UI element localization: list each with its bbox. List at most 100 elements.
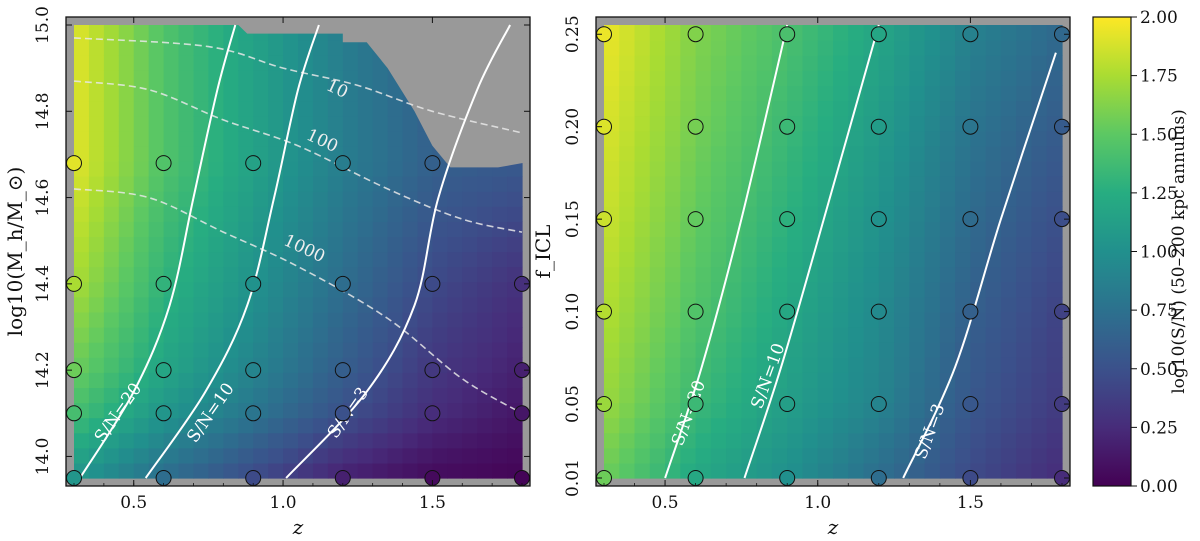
heatmap-cell	[1016, 432, 1033, 449]
heatmap-cell	[298, 100, 314, 117]
heatmap-cell	[1016, 115, 1033, 132]
heatmap-cell	[372, 342, 389, 358]
heatmap-cell	[238, 221, 254, 237]
heatmap-cell	[402, 236, 419, 253]
heatmap-cell	[432, 387, 448, 404]
heatmap-cell	[357, 236, 374, 253]
heatmap-cell	[985, 311, 1002, 328]
heatmap-cell	[802, 100, 819, 117]
heatmap-cell	[133, 55, 150, 71]
heatmap-cell	[507, 236, 523, 253]
heatmap-cell	[955, 432, 971, 449]
heatmap-cell	[634, 387, 651, 404]
heatmap-cell	[848, 176, 865, 192]
heatmap-cell	[741, 372, 758, 388]
heatmap-cell	[283, 402, 299, 419]
heatmap-cell	[909, 417, 926, 434]
heatmap-cell	[327, 221, 344, 237]
heatmap-cell	[726, 115, 742, 132]
heatmap-cell	[741, 130, 758, 147]
heatmap-cell	[924, 372, 941, 388]
heatmap-cell	[327, 432, 344, 449]
heatmap-cell	[283, 342, 299, 358]
heatmap-cell	[118, 206, 135, 222]
heatmap-cell	[817, 447, 834, 464]
heatmap-cell	[833, 462, 849, 479]
heatmap-cell	[74, 176, 90, 192]
heatmap-cell	[402, 372, 419, 388]
heatmap-cell	[387, 462, 404, 479]
heatmap-cell	[118, 85, 135, 102]
heatmap-cell	[208, 417, 224, 434]
heatmap-cell	[253, 387, 269, 404]
heatmap-cell	[298, 432, 314, 449]
heatmap-cell	[680, 176, 697, 192]
heatmap-cell	[342, 85, 359, 102]
heatmap-cell	[924, 402, 941, 419]
heatmap-cell	[74, 55, 90, 71]
heatmap-cell	[848, 25, 865, 41]
heatmap-cell	[507, 176, 523, 192]
heatmap-cell	[1000, 342, 1017, 358]
colorbar-tick-label: 1.25	[1140, 184, 1178, 204]
heatmap-cell	[909, 145, 926, 162]
heatmap-cell	[88, 462, 105, 479]
heatmap-cell	[283, 266, 299, 283]
heatmap-cell	[88, 115, 105, 132]
heatmap-cell	[103, 402, 120, 419]
heatmap-cell	[970, 40, 987, 56]
heatmap-cell	[372, 145, 389, 162]
heatmap-cell	[665, 40, 681, 56]
heatmap-cell	[298, 160, 314, 177]
heatmap-cell	[283, 85, 299, 102]
heatmap-cell	[741, 327, 758, 343]
heatmap-cell	[756, 191, 773, 207]
heatmap-cell	[833, 402, 849, 419]
heatmap-cell	[1031, 281, 1048, 298]
heatmap-cell	[103, 25, 120, 41]
heatmap-cell	[1046, 191, 1063, 207]
heatmap-cell	[133, 402, 150, 419]
y-tick-label: 14.4	[33, 265, 53, 303]
heatmap-cell	[771, 40, 788, 56]
sample-point	[687, 396, 704, 412]
heatmap-cell	[878, 447, 895, 464]
heatmap-cell	[985, 296, 1002, 313]
heatmap-cell	[208, 40, 224, 56]
heatmap-cell	[939, 417, 956, 434]
sample-point	[334, 275, 351, 292]
heatmap-cell	[634, 100, 651, 117]
heatmap-cell	[133, 145, 150, 162]
heatmap-cell	[148, 25, 165, 41]
heatmap-cell	[924, 342, 941, 358]
heatmap-cell	[756, 55, 773, 71]
heatmap-cell	[863, 85, 880, 102]
heatmap-cell	[817, 311, 834, 328]
heatmap-cell	[619, 327, 636, 343]
heatmap-cell	[604, 447, 620, 464]
heatmap-cell	[909, 221, 926, 237]
heatmap-cell	[312, 236, 329, 253]
heatmap-cell	[103, 296, 120, 313]
heatmap-cell	[741, 40, 758, 56]
heatmap-cell	[103, 40, 120, 56]
heatmap-cell	[771, 130, 788, 147]
heatmap-cell	[208, 311, 224, 328]
heatmap-cell	[372, 70, 389, 86]
heatmap-cell	[985, 176, 1002, 192]
heatmap-cell	[878, 176, 895, 192]
heatmap-cell	[939, 115, 956, 132]
heatmap-cell	[726, 281, 742, 298]
heatmap-cell	[909, 402, 926, 419]
heatmap-cell	[208, 160, 224, 177]
heatmap-cell	[74, 191, 90, 207]
heatmap-cell	[833, 251, 849, 268]
heatmap-cell	[507, 342, 523, 358]
heatmap-cell	[741, 100, 758, 117]
y-tick-label: 14.8	[33, 92, 53, 130]
heatmap-cell	[634, 447, 651, 464]
heatmap-cell	[848, 206, 865, 222]
heatmap-cell	[771, 327, 788, 343]
heatmap-cell	[741, 311, 758, 328]
heatmap-cell	[909, 130, 926, 147]
